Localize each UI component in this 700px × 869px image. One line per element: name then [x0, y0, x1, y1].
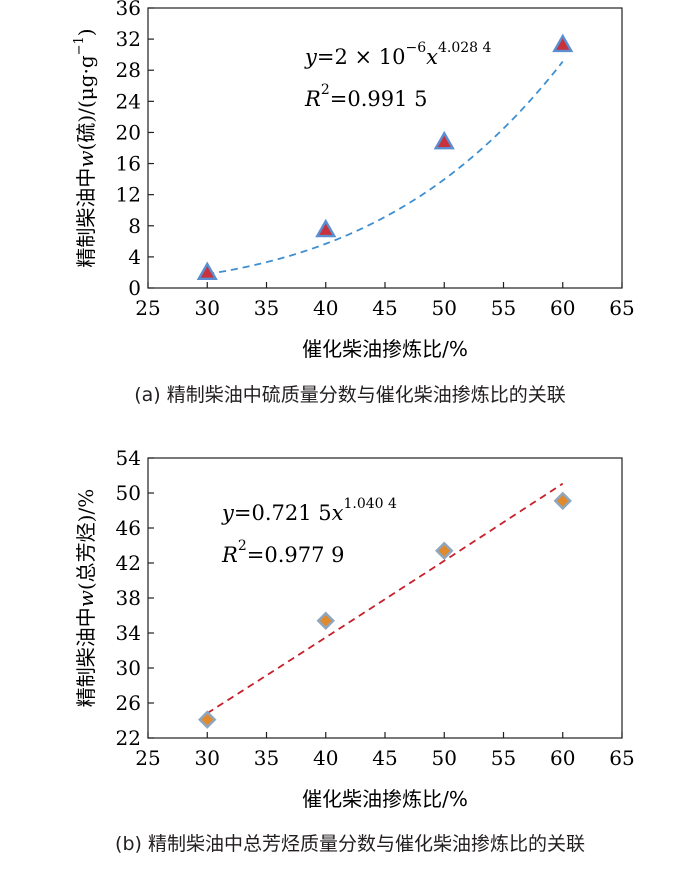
data-point: [315, 218, 337, 238]
x-tick-label: 30: [195, 296, 220, 320]
x-tick-label: 35: [254, 746, 279, 770]
y-axis-label-b: 精制柴油中w(总芳烃)/%: [74, 489, 98, 707]
y-axis-ticks-a: 0 4 8 12 16 20 24 28 32 36: [116, 0, 154, 300]
y-tick-label: 16: [116, 152, 141, 176]
x-tick-label: 65: [609, 296, 634, 320]
x-axis-label-a: 催化柴油掺炼比/%: [302, 337, 468, 361]
y-tick-label: 8: [128, 214, 141, 238]
y-tick-label: 50: [116, 481, 141, 505]
y-tick-label: 28: [116, 58, 141, 82]
data-point: [196, 261, 218, 281]
data-point: [435, 541, 454, 560]
data-points-a: [196, 33, 574, 281]
x-tick-label: 65: [609, 746, 634, 770]
y-tick-label: 36: [116, 0, 141, 20]
data-point: [552, 33, 574, 53]
chart-b: 25 30 35 40 45 50 55 60 65 22 26 30 34 38 42 46 50 54 y=…: [74, 446, 635, 811]
r-squared-a: R2=0.991 5: [304, 82, 428, 111]
y-tick-label: 0: [128, 276, 141, 300]
equation-b: y=0.721 5x1.040 4: [221, 496, 397, 525]
x-tick-label: 35: [254, 296, 279, 320]
y-tick-label: 30: [116, 656, 141, 680]
x-tick-label: 40: [313, 296, 338, 320]
x-axis-ticks-b: 25 30 35 40 45 50 55 60 65: [135, 732, 635, 770]
y-tick-label: 46: [116, 516, 141, 540]
data-points-b: [198, 491, 572, 729]
r-squared-b: R2=0.977 9: [221, 538, 345, 567]
data-point: [433, 130, 455, 150]
x-tick-label: 50: [432, 296, 457, 320]
x-tick-label: 45: [372, 746, 397, 770]
y-tick-label: 34: [116, 621, 141, 645]
y-tick-label: 38: [116, 586, 141, 610]
y-axis-ticks-b: 22 26 30 34 38 42 46 50 54: [116, 446, 154, 750]
x-axis-label-b: 催化柴油掺炼比/%: [302, 787, 468, 811]
x-tick-label: 60: [550, 296, 575, 320]
y-tick-label: 54: [116, 446, 141, 470]
y-tick-label: 26: [116, 691, 141, 715]
x-tick-label: 50: [432, 746, 457, 770]
y-tick-label: 22: [116, 726, 141, 750]
fit-curve-b: [206, 482, 564, 714]
fit-curve-a: [207, 60, 564, 276]
x-tick-label: 25: [135, 296, 160, 320]
caption-a: (a) 精制柴油中硫质量分数与催化柴油掺炼比的关联: [134, 384, 566, 406]
y-axis-label-a: 精制柴油中w(硫)/(μg·g−1): [72, 28, 98, 267]
equation-a: y=2 × 10−6x4.028 4: [304, 40, 492, 69]
x-tick-label: 60: [550, 746, 575, 770]
data-point: [316, 611, 335, 630]
x-tick-label: 55: [491, 746, 516, 770]
y-tick-label: 12: [116, 183, 141, 207]
data-point: [553, 491, 572, 511]
x-tick-label: 45: [372, 296, 397, 320]
x-tick-label: 30: [195, 746, 220, 770]
y-tick-label: 24: [116, 89, 141, 113]
x-tick-label: 55: [491, 296, 516, 320]
chart-a: 25 30 35 40 45 50 55 60 65 0 4 8 12 16 20 24 28 32 36 y=2…: [72, 0, 635, 361]
x-tick-label: 40: [313, 746, 338, 770]
y-tick-label: 4: [128, 245, 141, 269]
y-tick-label: 20: [116, 120, 141, 144]
y-tick-label: 32: [116, 27, 141, 51]
y-tick-label: 42: [116, 551, 141, 575]
x-tick-label: 25: [135, 746, 160, 770]
x-axis-ticks-a: 25 30 35 40 45 50 55 60 65: [135, 282, 635, 320]
caption-b: (b) 精制柴油中总芳烃质量分数与催化柴油掺炼比的关联: [115, 833, 585, 855]
data-point: [198, 710, 217, 729]
